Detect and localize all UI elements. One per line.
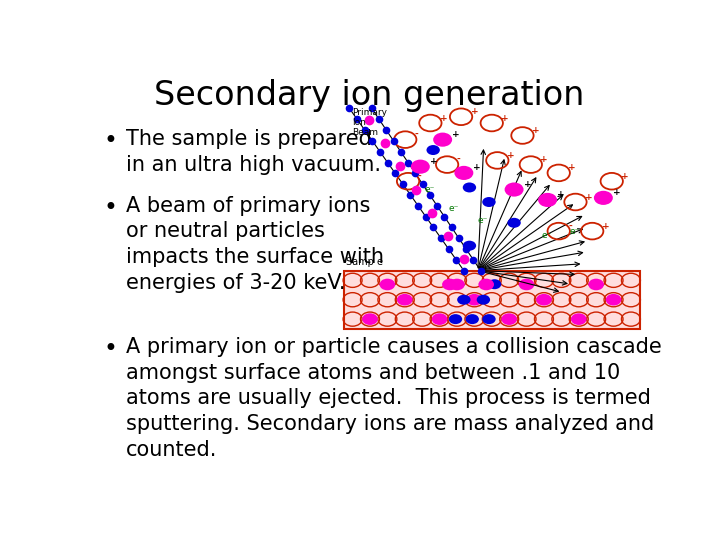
Circle shape — [488, 279, 501, 289]
Text: +: + — [532, 126, 539, 135]
Circle shape — [505, 183, 523, 197]
Circle shape — [477, 295, 490, 305]
Circle shape — [426, 145, 440, 155]
Text: •: • — [104, 129, 118, 153]
Text: Samp e: Samp e — [346, 257, 382, 267]
Text: +: + — [613, 188, 621, 197]
Circle shape — [518, 279, 534, 291]
Text: +: + — [440, 113, 448, 123]
Text: e⁻: e⁻ — [570, 227, 580, 235]
Circle shape — [482, 197, 495, 207]
Text: e⁻: e⁻ — [425, 185, 435, 194]
Text: •: • — [104, 196, 118, 220]
Circle shape — [432, 313, 447, 325]
Text: e⁻: e⁻ — [478, 216, 488, 225]
Text: +: + — [473, 164, 481, 172]
Text: +: + — [430, 157, 438, 166]
Text: +: + — [523, 180, 531, 189]
Text: -: - — [456, 155, 460, 164]
Text: +: + — [471, 107, 478, 116]
Circle shape — [411, 160, 430, 174]
Text: Primary
Ion
Beam: Primary Ion Beam — [352, 109, 387, 137]
Circle shape — [467, 294, 482, 306]
Circle shape — [508, 218, 521, 228]
Text: A primary ion or particle causes a collision cascade
amongst surface atoms and b: A primary ion or particle causes a colli… — [126, 337, 662, 460]
Text: •: • — [104, 337, 118, 361]
Circle shape — [442, 279, 458, 291]
Circle shape — [606, 294, 621, 306]
Circle shape — [379, 279, 395, 291]
Circle shape — [478, 279, 494, 291]
Text: +: + — [568, 164, 576, 172]
Circle shape — [362, 313, 378, 325]
Text: e⁻: e⁻ — [449, 204, 459, 213]
Circle shape — [482, 314, 495, 324]
Circle shape — [433, 133, 452, 147]
Circle shape — [538, 193, 557, 207]
Bar — [344, 271, 639, 329]
Circle shape — [501, 313, 517, 325]
Text: -: - — [418, 172, 421, 181]
Text: A beam of primary ions
or neutral particles
impacts the surface with
energies of: A beam of primary ions or neutral partic… — [126, 196, 384, 293]
Circle shape — [466, 314, 479, 324]
Circle shape — [588, 279, 604, 291]
Circle shape — [449, 314, 462, 324]
Circle shape — [449, 279, 465, 291]
Text: Secondary ion generation: Secondary ion generation — [154, 79, 584, 112]
Text: +: + — [501, 113, 509, 123]
Text: +: + — [507, 151, 515, 160]
Circle shape — [397, 294, 413, 306]
Text: +: + — [585, 193, 593, 201]
Text: +: + — [602, 221, 609, 231]
Text: +: + — [621, 172, 629, 181]
Text: The sample is prepared
in an ultra high vacuum.: The sample is prepared in an ultra high … — [126, 129, 382, 175]
Circle shape — [457, 295, 471, 305]
Circle shape — [594, 191, 613, 205]
Circle shape — [463, 183, 476, 192]
Text: +: + — [452, 130, 460, 139]
Text: e⁻: e⁻ — [542, 231, 552, 240]
Text: +: + — [557, 191, 564, 199]
Circle shape — [463, 241, 476, 251]
Text: +: + — [540, 155, 548, 164]
Circle shape — [571, 313, 587, 325]
Text: -: - — [415, 130, 418, 139]
Circle shape — [454, 166, 473, 180]
Circle shape — [536, 294, 552, 306]
Text: -: - — [568, 221, 572, 231]
